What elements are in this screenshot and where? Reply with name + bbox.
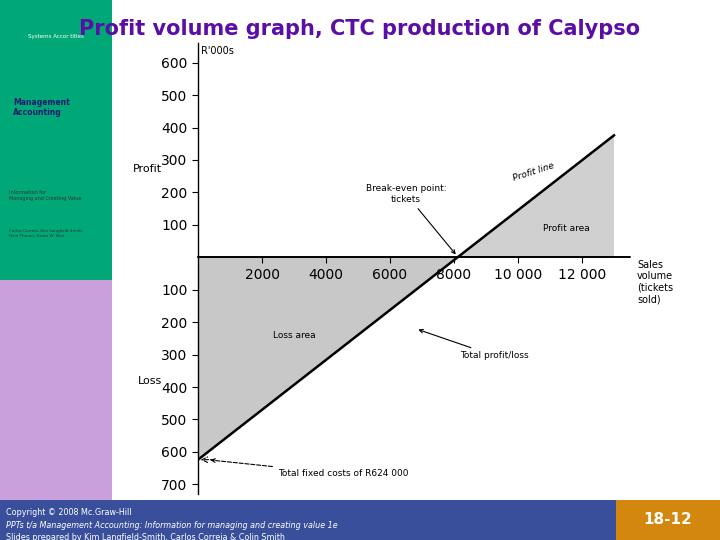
Polygon shape — [198, 257, 458, 460]
Text: Total profit/loss: Total profit/loss — [419, 329, 529, 360]
Text: Management
Accounting: Management Accounting — [14, 98, 70, 117]
Text: Information for
Managing and Creating Value: Information for Managing and Creating Va… — [9, 190, 81, 201]
Text: Loss area: Loss area — [273, 330, 315, 340]
Text: Break-even point:
tickets: Break-even point: tickets — [366, 184, 455, 254]
Text: Profit area: Profit area — [543, 224, 590, 233]
Text: Copyright © 2008 Mc.Graw-Hill: Copyright © 2008 Mc.Graw-Hill — [6, 508, 132, 517]
Text: Profit volume graph, CTC production of Calypso: Profit volume graph, CTC production of C… — [79, 19, 641, 39]
Text: Carlos Correia, Kim Langfield-Smith,
Hein Theron, Grant W. Slier: Carlos Correia, Kim Langfield-Smith, Hei… — [9, 230, 84, 238]
Text: Loss: Loss — [138, 376, 162, 387]
Polygon shape — [458, 136, 614, 257]
Text: Sales
volume
(tickets
sold): Sales volume (tickets sold) — [637, 260, 673, 305]
Text: Profit line: Profit line — [512, 161, 556, 183]
Text: PPTs t/a Management Accounting: Information for managing and creating value 1e: PPTs t/a Management Accounting: Informat… — [6, 521, 338, 530]
Text: Total fixed costs of R624 000: Total fixed costs of R624 000 — [212, 458, 408, 478]
Text: Systems Accor titles: Systems Accor titles — [28, 33, 84, 38]
Text: Profit: Profit — [133, 165, 162, 174]
Text: Slides prepared by Kim Langfield-Smith, Carlos Correia & Colin Smith: Slides prepared by Kim Langfield-Smith, … — [6, 532, 285, 540]
Text: R'000s: R'000s — [201, 46, 234, 56]
Text: 18-12: 18-12 — [644, 512, 692, 527]
